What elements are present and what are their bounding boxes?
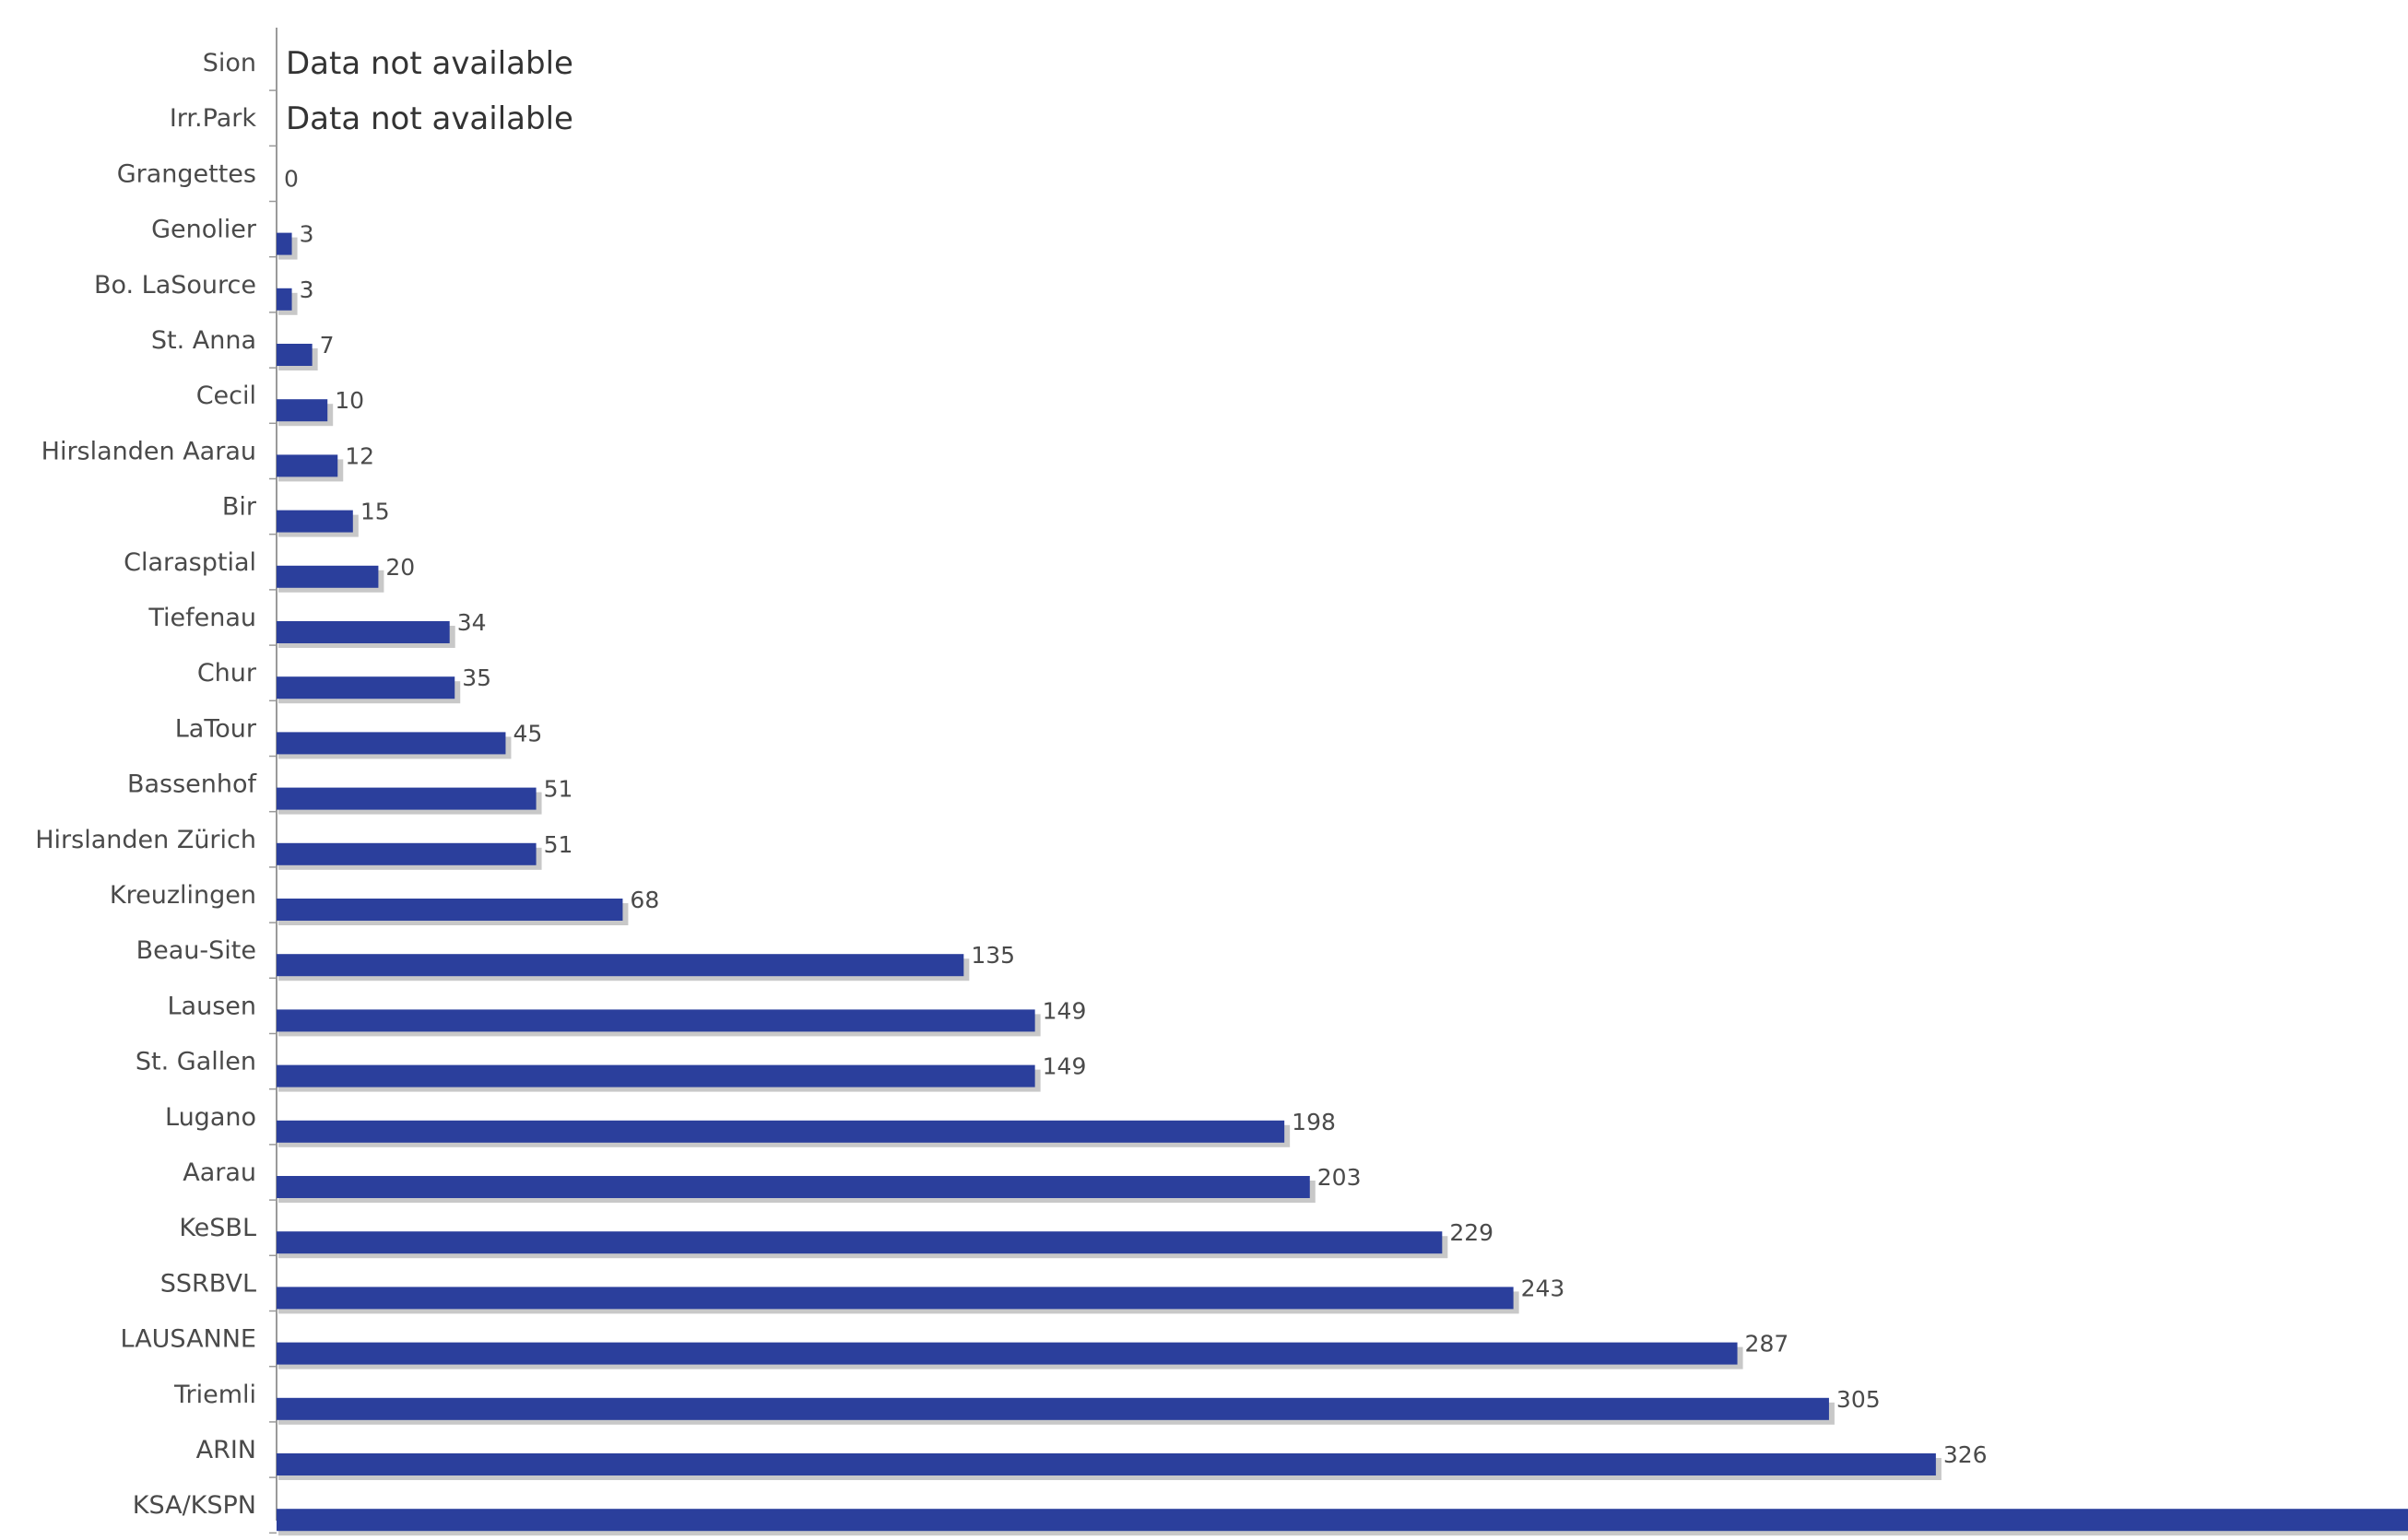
bar (277, 676, 455, 699)
value-label: 34 (457, 609, 487, 636)
bar (277, 510, 353, 533)
category-label: Grangettes (117, 159, 256, 188)
category-label: Bassenhof (127, 770, 258, 799)
category-label: LAUSANNE (121, 1325, 256, 1354)
category-label: SSRBVL (160, 1269, 256, 1298)
category-label: Chur (197, 659, 257, 688)
category-label: Triemli (173, 1381, 256, 1409)
bar (277, 1009, 1035, 1032)
value-label: 149 (1043, 997, 1087, 1024)
category-label: Beau-Site (136, 936, 256, 965)
category-label: LaTour (175, 714, 257, 743)
category-label: Lausen (168, 992, 257, 1020)
category-label: St. Gallen (136, 1048, 256, 1076)
value-label: 10 (335, 387, 364, 414)
value-label: 243 (1521, 1275, 1565, 1301)
bar (277, 732, 506, 755)
bar (277, 621, 450, 643)
bar (277, 232, 292, 255)
category-label: Tiefenau (148, 604, 256, 632)
bar (277, 1287, 1514, 1310)
value-label: 12 (345, 442, 374, 469)
category-label: Aarau (183, 1158, 256, 1187)
value-label: 326 (1943, 1441, 1988, 1468)
value-label: 149 (1043, 1053, 1087, 1080)
value-label: 305 (1836, 1386, 1881, 1413)
category-label: Cecil (196, 382, 256, 410)
bar (277, 344, 313, 366)
value-label: 0 (284, 165, 299, 192)
bar (277, 1231, 1443, 1254)
category-label: Kreuzlingen (110, 881, 256, 910)
category-label: Bo. LaSource (94, 271, 256, 300)
bar (277, 565, 379, 588)
bar (277, 1176, 1310, 1198)
bar (277, 954, 964, 977)
bar (277, 1064, 1035, 1087)
value-label: 7 (320, 332, 335, 359)
bar (277, 842, 537, 865)
value-label: 287 (1745, 1331, 1789, 1358)
value-label: 229 (1449, 1219, 1493, 1246)
category-label: KeSBL (179, 1214, 256, 1242)
value-label: 3 (300, 276, 314, 303)
category-label: Clarasptial (124, 548, 256, 577)
category-label: Irr.Park (170, 104, 257, 133)
category-label: KSA/KSPN (133, 1491, 256, 1520)
bar (277, 454, 338, 477)
value-label: 135 (971, 942, 1015, 969)
category-label: Sion (203, 49, 256, 77)
bar (277, 288, 292, 311)
data-not-available-label: Data not available (286, 45, 573, 82)
category-label: Genolier (151, 216, 257, 244)
bar (277, 1453, 1936, 1475)
category-label: Hirslanden Zürich (35, 826, 256, 854)
value-label: 51 (544, 831, 573, 858)
value-label: 3 (300, 221, 314, 248)
bar (277, 1509, 2408, 1532)
bar (277, 1120, 1285, 1143)
value-label: 203 (1317, 1164, 1362, 1191)
value-label: 20 (385, 554, 415, 581)
bar (277, 399, 328, 422)
bar (277, 1342, 1738, 1365)
category-label: Lugano (165, 1103, 256, 1132)
data-not-available-label: Data not available (286, 100, 573, 137)
value-label: 35 (462, 664, 491, 691)
category-label: Bir (222, 493, 257, 522)
value-label: 51 (544, 776, 573, 803)
value-label: 45 (513, 720, 542, 746)
category-label: St. Anna (151, 326, 256, 355)
value-label: 198 (1292, 1109, 1336, 1135)
bar (277, 899, 623, 921)
bar (277, 1397, 1829, 1420)
bar (277, 787, 537, 810)
category-label: ARIN (196, 1436, 256, 1464)
value-label: 68 (630, 887, 659, 913)
category-label: Hirslanden Aarau (41, 437, 256, 465)
value-label: 15 (360, 499, 390, 525)
